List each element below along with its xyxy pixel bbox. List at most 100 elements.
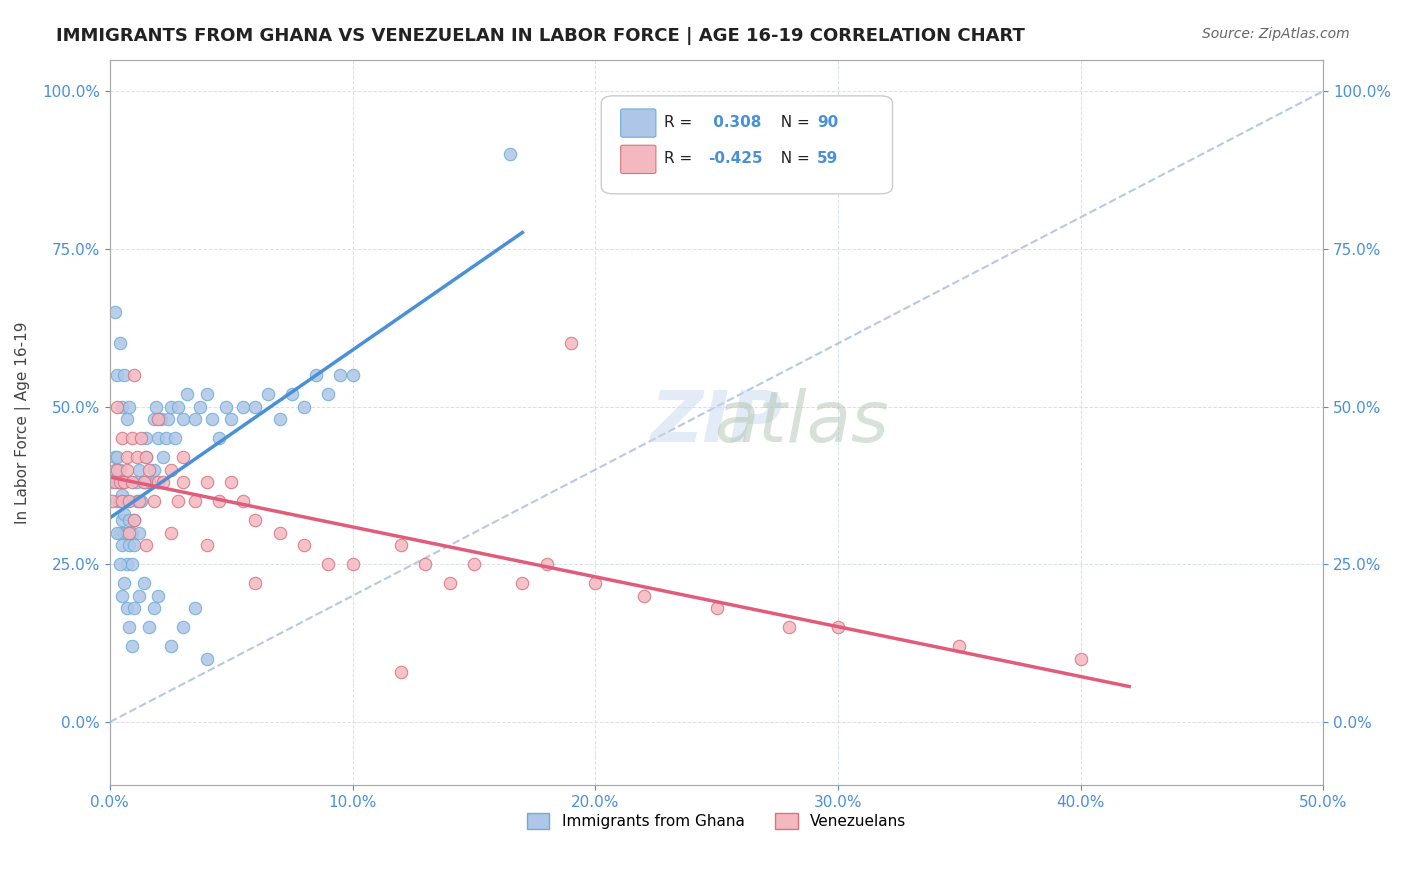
Point [560, 336, 582, 351]
Point [208, 431, 231, 445]
Point [281, 387, 304, 401]
Point [105, 475, 128, 490]
Point [105, 494, 128, 508]
Point [389, 665, 412, 679]
Point [112, 525, 135, 540]
Point [292, 538, 315, 552]
Point [148, 589, 170, 603]
Point [105, 525, 128, 540]
Text: 90: 90 [817, 115, 838, 130]
Point [152, 475, 174, 490]
Point [121, 640, 143, 654]
Point [108, 494, 131, 508]
Point [215, 400, 238, 414]
Point [415, 558, 437, 572]
Text: ZIP: ZIP [651, 388, 783, 457]
FancyBboxPatch shape [602, 95, 893, 194]
Point [128, 463, 150, 477]
Point [142, 463, 165, 477]
Point [121, 475, 143, 490]
Point [112, 507, 135, 521]
Point [101, 494, 124, 508]
Point [184, 601, 207, 615]
Point [121, 558, 143, 572]
Point [948, 640, 970, 654]
Point [111, 513, 134, 527]
Point [149, 412, 172, 426]
Point [135, 431, 157, 445]
Point [219, 475, 242, 490]
Text: 0.308: 0.308 [709, 115, 762, 130]
Point [148, 412, 170, 426]
Point [131, 494, 153, 508]
Point [583, 576, 606, 591]
Point [125, 475, 148, 490]
Point [329, 368, 352, 382]
Point [108, 558, 131, 572]
Point [159, 525, 181, 540]
Legend: Immigrants from Ghana, Venezuelans: Immigrants from Ghana, Venezuelans [520, 807, 912, 836]
Text: -0.425: -0.425 [709, 152, 762, 167]
Text: 59: 59 [817, 152, 838, 167]
Point [101, 475, 124, 490]
Point [135, 475, 157, 490]
Point [122, 368, 145, 382]
Point [219, 412, 242, 426]
Point [184, 494, 207, 508]
Point [195, 475, 218, 490]
Text: R =: R = [665, 115, 697, 130]
Point [165, 431, 187, 445]
Point [108, 463, 131, 477]
Point [157, 412, 180, 426]
Point [112, 475, 135, 490]
Point [201, 412, 224, 426]
Point [138, 620, 160, 634]
Text: N =: N = [770, 152, 815, 167]
Point [827, 620, 849, 634]
Point [111, 431, 134, 445]
Point [105, 450, 128, 464]
Point [135, 450, 157, 464]
Point [188, 400, 211, 414]
Point [128, 589, 150, 603]
Point [166, 400, 188, 414]
Point [115, 463, 138, 477]
Point [131, 431, 153, 445]
Point [132, 576, 155, 591]
Point [176, 387, 198, 401]
Point [128, 494, 150, 508]
Point [118, 494, 141, 508]
Point [111, 538, 134, 552]
Text: Source: ZipAtlas.com: Source: ZipAtlas.com [1202, 27, 1350, 41]
Point [269, 525, 291, 540]
Text: atlas: atlas [714, 388, 889, 457]
Point [256, 387, 278, 401]
Point [159, 463, 181, 477]
Text: R =: R = [665, 152, 697, 167]
Point [104, 475, 127, 490]
Point [138, 463, 160, 477]
Point [115, 525, 138, 540]
Point [112, 576, 135, 591]
Point [138, 475, 160, 490]
Point [316, 558, 339, 572]
Point [463, 558, 485, 572]
Point [121, 431, 143, 445]
Point [104, 450, 127, 464]
Point [108, 475, 131, 490]
Point [118, 525, 141, 540]
Point [195, 538, 218, 552]
Point [292, 400, 315, 414]
Point [159, 400, 181, 414]
Point [633, 589, 655, 603]
Point [142, 494, 165, 508]
Point [512, 576, 534, 591]
Point [135, 450, 157, 464]
Point [316, 387, 339, 401]
Point [112, 475, 135, 490]
Point [148, 475, 170, 490]
Point [111, 589, 134, 603]
Point [172, 412, 194, 426]
Point [128, 525, 150, 540]
Point [195, 387, 218, 401]
